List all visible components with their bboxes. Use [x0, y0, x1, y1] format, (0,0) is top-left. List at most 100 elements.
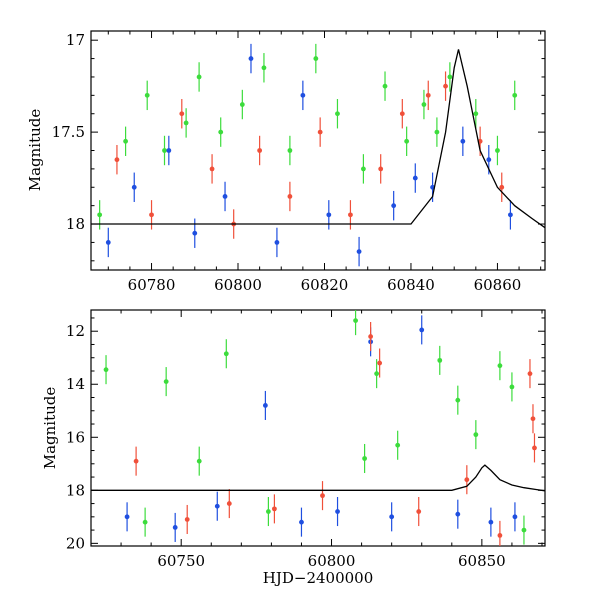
top-series-1-point — [382, 83, 388, 89]
top-series-1-point — [361, 166, 366, 172]
top-series-1-point — [183, 120, 189, 126]
bottom-series-3-point — [464, 477, 470, 483]
bottom-series-2-point — [419, 327, 425, 333]
bottom-series-1-point — [142, 519, 148, 525]
bottom-series-3-point — [272, 506, 277, 512]
top-y-tick-label: 18 — [66, 215, 85, 233]
top-series-3-point — [443, 83, 448, 89]
bottom-y-tick-label: 16 — [66, 428, 85, 446]
bottom-series-1-point — [265, 509, 271, 514]
bottom-axes: 60750 60800 60850 12 14 16 18 20 — [66, 310, 545, 570]
top-series-2-point — [460, 138, 466, 144]
top-x-tick-label: 60800 — [214, 276, 262, 294]
top-series-2-point — [391, 203, 397, 209]
bottom-model-curve — [91, 464, 545, 492]
bottom-series-1-point — [473, 432, 479, 438]
bottom-series-3-point — [133, 458, 139, 464]
bottom-series-2-point — [124, 514, 130, 520]
top-series-3-point — [149, 212, 154, 218]
top-plot-frame — [90, 30, 546, 271]
top-series-1-point — [239, 102, 245, 107]
bottom-series-1-point — [509, 384, 515, 390]
bottom-y-axis-title: Magnitude — [41, 387, 59, 470]
bottom-series-1-point — [353, 318, 358, 324]
bottom-series-1-point — [103, 367, 109, 373]
top-series-2-point — [300, 92, 306, 98]
top-series-3-point — [179, 111, 185, 117]
bottom-y-tick-label: 14 — [66, 375, 85, 393]
bottom-series-2-point — [389, 514, 395, 520]
top-series-1-point — [261, 65, 267, 71]
top-series-1-point — [473, 111, 479, 117]
top-series-1-point — [421, 102, 427, 107]
bottom-series-2-point — [172, 525, 178, 530]
top-series-2-point — [412, 175, 418, 181]
top-series-3-point — [378, 166, 384, 172]
bottom-x-tick-label: 60750 — [157, 552, 205, 570]
top-series-3-point — [287, 194, 293, 199]
top-series-1-point — [97, 212, 103, 218]
bottom-series-3-point — [416, 509, 422, 514]
top-series-3-point — [425, 92, 431, 98]
bottom-x-tick-label: 60800 — [308, 552, 356, 570]
top-series-1-point — [495, 148, 500, 153]
bottom-series-2-point — [299, 519, 304, 525]
top-series-2-point — [166, 148, 172, 153]
top-series-1-point — [287, 148, 293, 153]
top-series-1-point — [218, 129, 224, 135]
top-series-2-point — [356, 249, 362, 255]
bottom-series-1-point — [163, 379, 169, 384]
top-series-3-point — [317, 129, 323, 135]
bottom-y-tick-label: 20 — [66, 534, 85, 552]
bottom-data-layer — [91, 310, 545, 546]
top-series-2-point — [248, 56, 254, 61]
top-x-tick-label: 60840 — [387, 276, 435, 294]
top-series-1-point — [123, 138, 128, 144]
top-series-3-point — [114, 157, 120, 163]
top-y-tick-label: 17 — [66, 31, 85, 49]
top-series-2-point — [131, 184, 137, 190]
bottom-series-1-point — [395, 442, 401, 448]
bottom-series-1-point — [497, 363, 503, 369]
bottom-series-3-point — [497, 532, 503, 538]
x-axis-title: HJD−2400000 — [263, 569, 374, 587]
bottom-series-2-point — [214, 503, 220, 509]
bottom-series-1-point — [437, 357, 443, 363]
top-series-2-point — [486, 157, 492, 163]
bottom-series-3-point — [377, 360, 383, 366]
bottom-panel: 60750 60800 60850 12 14 16 18 20 Magnitude HJD−… — [41, 309, 546, 587]
top-series-2-point — [222, 194, 228, 199]
top-series-1-point — [335, 111, 340, 117]
bottom-series-1-point — [196, 458, 202, 464]
top-series-1-point — [434, 129, 440, 135]
bottom-series-3-point — [530, 416, 536, 422]
top-x-tick-label: 60780 — [128, 276, 176, 294]
bottom-series-1-point — [455, 397, 461, 403]
top-x-tick-label: 60820 — [301, 276, 349, 294]
top-series-3-point — [399, 111, 405, 117]
bottom-series-3-point — [320, 493, 325, 499]
bottom-series-3-point — [527, 371, 533, 377]
bottom-x-tick-label: 60850 — [458, 552, 506, 570]
top-series-1-point — [162, 148, 167, 153]
top-series-1-point — [196, 74, 202, 80]
top-series-1-point — [144, 92, 150, 98]
top-x-tick-label: 60860 — [474, 276, 522, 294]
top-y-axis-title: Magnitude — [26, 109, 44, 192]
bottom-series-2-point — [455, 511, 461, 517]
top-series-2-point — [192, 230, 198, 236]
top-model-curve — [91, 49, 545, 229]
bottom-series-3-point — [184, 517, 190, 522]
top-series-3-point — [499, 184, 505, 190]
bottom-series-2-point — [488, 519, 494, 525]
top-panel: 60780 60800 60820 60840 60860 17 17.5 18 Magnit… — [26, 30, 546, 294]
bottom-series-2-point — [262, 403, 268, 408]
top-series-2-point — [274, 240, 280, 245]
bottom-series-1-point — [521, 527, 527, 533]
top-series-2-point — [508, 212, 513, 218]
bottom-series-3-point — [368, 334, 374, 339]
top-series-1-point — [447, 74, 453, 80]
bottom-plot-frame — [90, 309, 546, 547]
bottom-y-tick-label: 18 — [66, 481, 85, 499]
